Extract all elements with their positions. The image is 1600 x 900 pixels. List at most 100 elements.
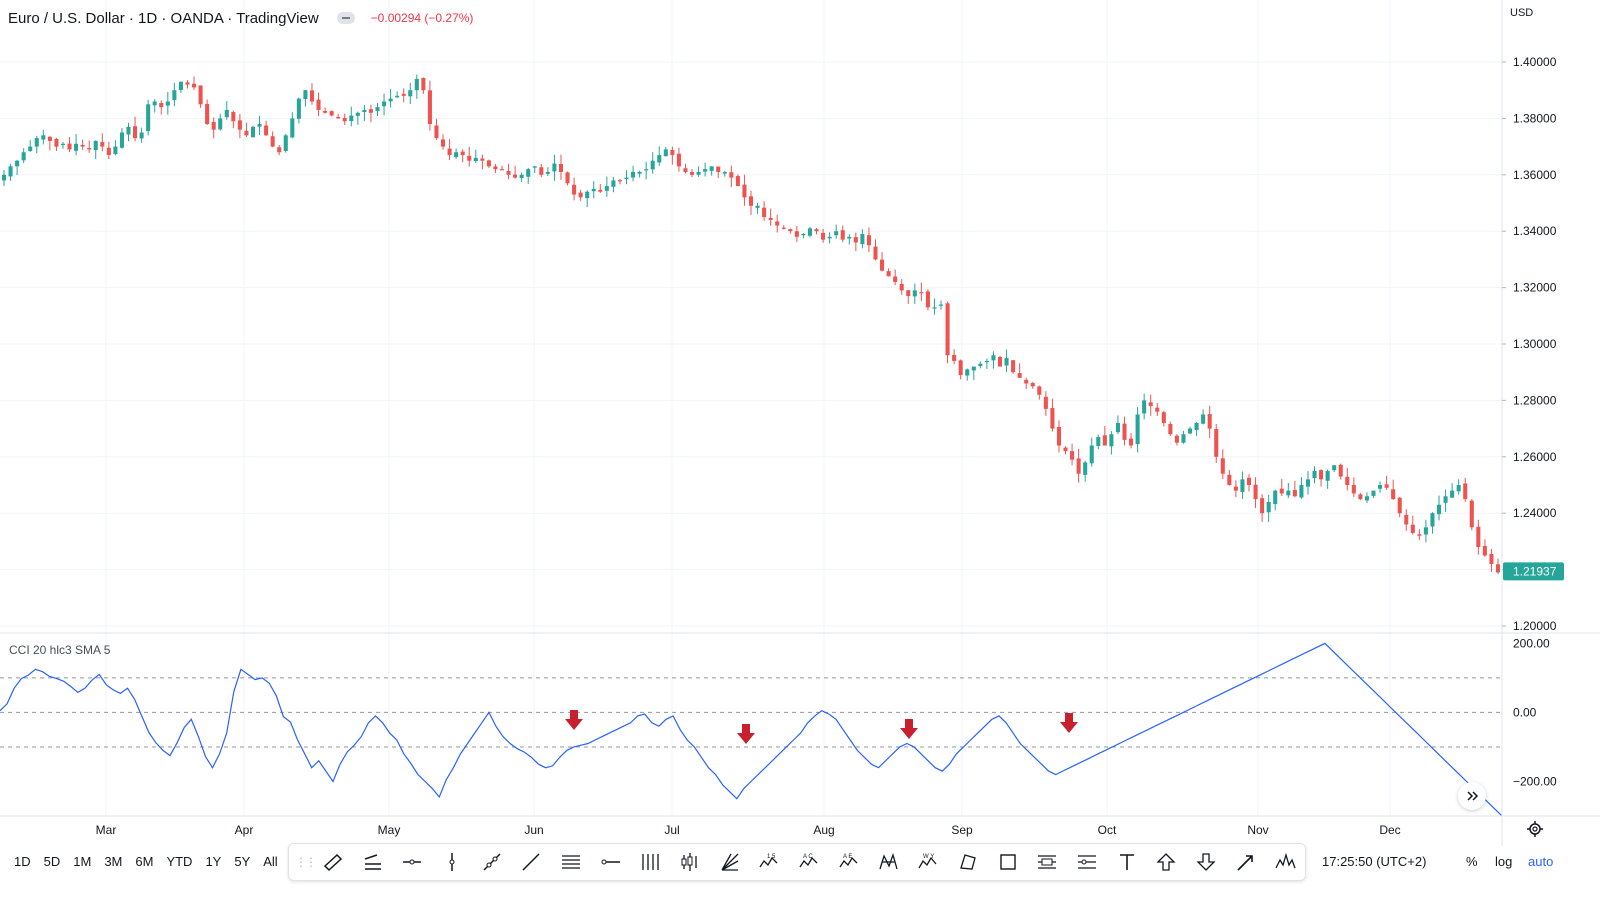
candle-body[interactable]: [880, 259, 885, 271]
candle-body[interactable]: [631, 171, 636, 178]
candle-body[interactable]: [218, 118, 223, 130]
candle-body[interactable]: [1319, 470, 1324, 480]
candle-body[interactable]: [231, 111, 236, 122]
candle-body[interactable]: [709, 166, 714, 171]
elliott-combo-icon[interactable]: W Y: [908, 847, 948, 877]
candle-body[interactable]: [919, 292, 924, 294]
candle-body[interactable]: [264, 125, 269, 136]
candle-body[interactable]: [93, 140, 98, 151]
candle-body[interactable]: [1056, 426, 1062, 446]
parallel-channel-icon[interactable]: [313, 847, 353, 877]
candle-body[interactable]: [1325, 470, 1330, 481]
candle-body[interactable]: [1391, 489, 1396, 500]
candle-body[interactable]: [565, 172, 570, 184]
candle-body[interactable]: [598, 189, 603, 192]
candle-body[interactable]: [866, 235, 871, 246]
candle-body[interactable]: [427, 90, 432, 125]
candle-body[interactable]: [349, 115, 354, 122]
candle-body[interactable]: [296, 98, 301, 119]
candle-body[interactable]: [827, 236, 832, 239]
candle-body[interactable]: [1384, 484, 1389, 488]
grip-icon[interactable]: ⋮⋮: [295, 855, 317, 869]
candle-body[interactable]: [480, 158, 485, 161]
candle-body[interactable]: [1135, 414, 1140, 445]
candle-body[interactable]: [1253, 484, 1258, 500]
candle-body[interactable]: [1299, 485, 1304, 498]
candle-body[interactable]: [1181, 434, 1186, 443]
head-shoulders-icon[interactable]: [1266, 847, 1306, 877]
candle-body[interactable]: [336, 116, 341, 119]
candle-body[interactable]: [519, 174, 524, 179]
candle-body[interactable]: [185, 82, 190, 85]
candle-body[interactable]: [794, 231, 799, 237]
candle-body[interactable]: [978, 363, 983, 367]
candle-body[interactable]: [362, 109, 367, 113]
fib-fan-icon[interactable]: [710, 847, 750, 877]
timeframe-6m[interactable]: 6M: [135, 854, 154, 869]
timeframe-ytd[interactable]: YTD: [166, 854, 193, 869]
candle-body[interactable]: [1260, 498, 1265, 514]
candle-body[interactable]: [1201, 414, 1206, 424]
signal-arrow-down-icon[interactable]: [900, 719, 918, 739]
date-range-icon[interactable]: [1027, 847, 1067, 877]
candle-body[interactable]: [545, 171, 550, 174]
candle-body[interactable]: [1305, 479, 1311, 487]
candle-body[interactable]: [657, 155, 662, 163]
candle-body[interactable]: [1351, 484, 1356, 494]
candle-body[interactable]: [1443, 496, 1448, 503]
candle-body[interactable]: [834, 231, 839, 236]
candle-body[interactable]: [1489, 553, 1494, 564]
candle-body[interactable]: [762, 207, 767, 218]
candle-body[interactable]: [87, 148, 92, 150]
candle-body[interactable]: [1017, 373, 1022, 378]
candle-body[interactable]: [971, 366, 976, 371]
candle-body[interactable]: [41, 135, 46, 140]
candle-body[interactable]: [1161, 412, 1166, 423]
candle-body[interactable]: [152, 101, 157, 106]
vertical-line-icon[interactable]: [432, 847, 472, 877]
candle-body[interactable]: [1286, 490, 1291, 496]
candle-body[interactable]: [722, 171, 727, 174]
candle-body[interactable]: [1456, 485, 1461, 492]
candle-body[interactable]: [624, 177, 629, 180]
candle-body[interactable]: [965, 369, 970, 376]
candle-body[interactable]: [768, 217, 773, 220]
candle-body[interactable]: [591, 188, 596, 192]
elliott-triangle-icon[interactable]: A E: [829, 847, 869, 877]
candle-body[interactable]: [1233, 486, 1238, 491]
candle-body[interactable]: [126, 126, 131, 135]
candle-body[interactable]: [499, 169, 505, 171]
candle-body[interactable]: [172, 90, 177, 100]
candle-body[interactable]: [54, 138, 59, 147]
candle-body[interactable]: [375, 107, 380, 112]
collapse-pill-icon[interactable]: [336, 12, 355, 24]
candle-body[interactable]: [663, 149, 668, 157]
candle-body[interactable]: [277, 147, 282, 153]
candle-body[interactable]: [847, 236, 852, 239]
candle-body[interactable]: [912, 290, 917, 297]
candle-body[interactable]: [1030, 383, 1035, 387]
candle-body[interactable]: [1404, 514, 1409, 525]
candle-body[interactable]: [224, 109, 229, 118]
candle-body[interactable]: [434, 125, 439, 139]
signal-arrow-down-icon[interactable]: [1060, 713, 1078, 733]
polyline-icon[interactable]: [948, 847, 988, 877]
signal-arrow-down-icon[interactable]: [565, 710, 583, 730]
candle-body[interactable]: [742, 184, 747, 198]
candle-body[interactable]: [486, 160, 491, 167]
candle-body[interactable]: [60, 143, 66, 145]
candle-body[interactable]: [1043, 396, 1048, 409]
candle-body[interactable]: [342, 117, 347, 122]
candle-body[interactable]: [611, 180, 616, 187]
candle-body[interactable]: [1358, 494, 1363, 500]
currency-label[interactable]: USD: [1510, 7, 1534, 19]
candle-body[interactable]: [840, 230, 845, 240]
candle-body[interactable]: [1220, 458, 1225, 474]
candle-body[interactable]: [1378, 485, 1383, 489]
candle-body[interactable]: [513, 174, 518, 178]
candle-body[interactable]: [807, 228, 813, 236]
candle-body[interactable]: [1148, 402, 1153, 407]
cci-line[interactable]: [0, 642, 1503, 817]
candle-body[interactable]: [460, 151, 465, 156]
